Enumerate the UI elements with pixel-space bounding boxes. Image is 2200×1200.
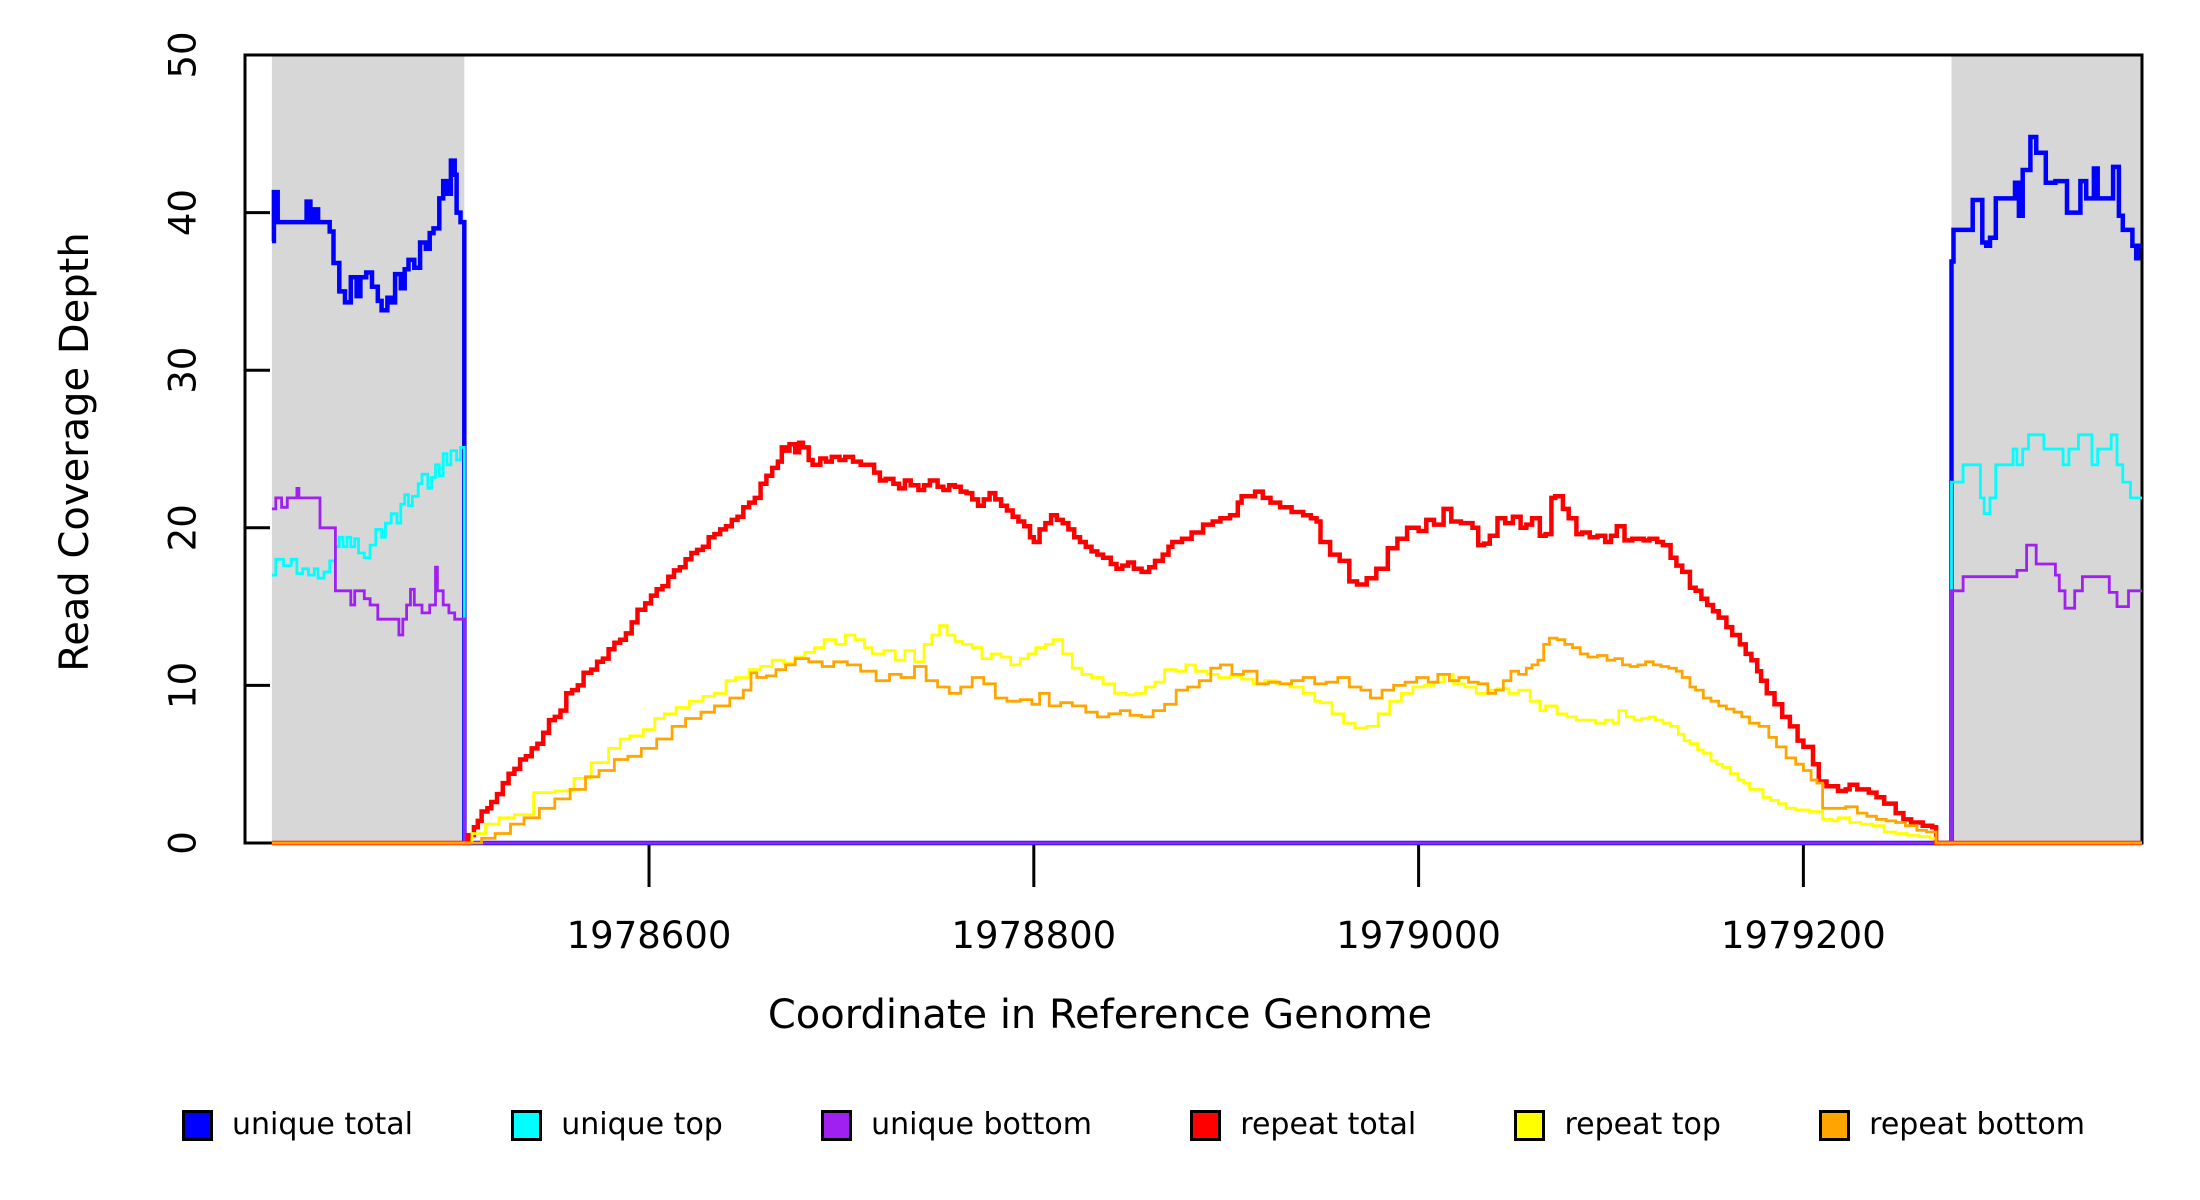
legend-label: unique top (561, 1107, 723, 1142)
y-tick-label: 0 (162, 831, 205, 855)
series-repeat-top (271, 624, 2142, 845)
shaded-region-left (271, 55, 465, 843)
y-tick-label: 50 (162, 31, 205, 78)
legend-swatch-repeat-total (1190, 1109, 1222, 1141)
x-tick-label: 1978600 (567, 914, 732, 957)
legend-swatch-repeat-bottom (1819, 1109, 1851, 1141)
legend-label: repeat total (1240, 1107, 1417, 1142)
legend: unique total unique top unique bottom repea… (0, 1098, 2200, 1152)
series-repeat-bottom (271, 636, 2142, 845)
series-unique-total (271, 134, 2142, 846)
y-axis-title: Read Coverage Depth (52, 232, 98, 672)
legend-label: repeat top (1564, 1107, 1721, 1142)
legend-label: unique total (232, 1107, 414, 1142)
series-unique-bottom (271, 487, 2142, 845)
legend-swatch-unique-total (182, 1109, 213, 1141)
series-repeat-total (271, 440, 2142, 846)
x-tick-label: 1979000 (1336, 914, 1501, 957)
legend-item-unique-top: unique top (511, 1107, 723, 1142)
legend-item-repeat-total: repeat total (1190, 1107, 1417, 1142)
y-tick-label: 40 (162, 189, 205, 236)
series-unique-top (271, 433, 2142, 845)
legend-swatch-unique-top (511, 1109, 543, 1141)
legend-item-unique-total: unique total (182, 1107, 414, 1142)
plot-box (243, 53, 2144, 845)
legend-swatch-repeat-top (1514, 1109, 1546, 1141)
legend-label: unique bottom (871, 1107, 1093, 1142)
x-tick-label: 1978800 (951, 914, 1116, 957)
legend-item-unique-bottom: unique bottom (821, 1107, 1093, 1142)
y-tick-label: 20 (162, 504, 205, 551)
x-axis-title: Coordinate in Reference Genome (767, 992, 1433, 1038)
legend-item-repeat-bottom: repeat bottom (1819, 1107, 2085, 1142)
y-tick-label: 10 (162, 662, 205, 709)
x-tick-label: 1979200 (1721, 914, 1886, 957)
y-tick-label: 30 (162, 347, 205, 394)
legend-swatch-unique-bottom (821, 1109, 853, 1141)
legend-label: repeat bottom (1869, 1107, 2085, 1142)
legend-item-repeat-top: repeat top (1514, 1107, 1721, 1142)
